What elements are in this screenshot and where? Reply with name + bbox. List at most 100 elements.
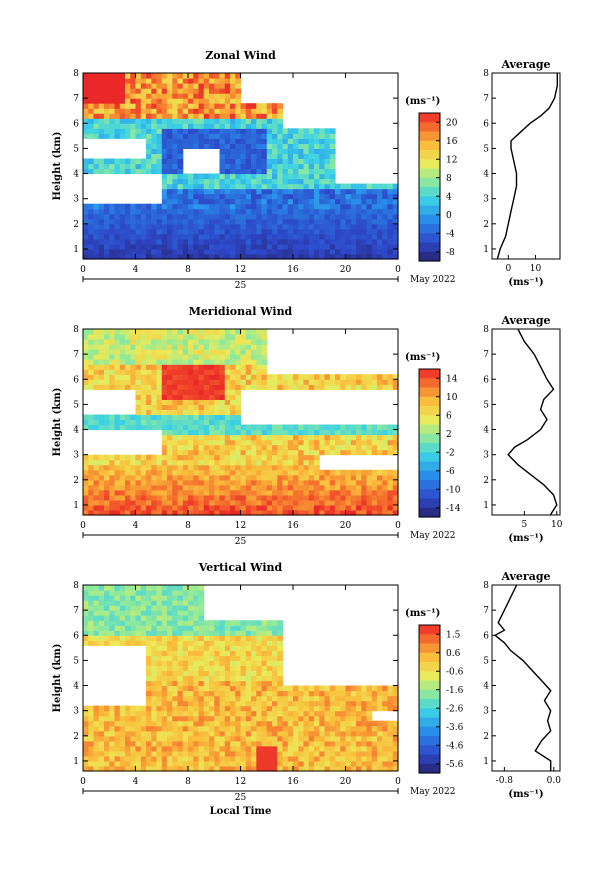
panel-3-heatmap-cell xyxy=(88,705,95,712)
panel-3-heatmap-cell xyxy=(277,630,284,636)
panel-2-heatmap-cell xyxy=(230,494,236,501)
panel-3-heatmap-cell xyxy=(366,760,373,767)
panel-2-heatmap-cell xyxy=(156,394,163,400)
panel-3-heatmap-cell xyxy=(371,755,378,762)
panel-1-heatmap-cell xyxy=(387,228,394,235)
panel-2-heatmap-cell xyxy=(329,479,336,486)
panel-1-heatmap-cell xyxy=(324,138,331,144)
panel-2-heatmap-cell xyxy=(214,364,221,370)
panel-2-heatmap-cell xyxy=(182,444,189,451)
panel-3-heatmap-cell xyxy=(119,635,126,641)
panel-1-heatmap-cell xyxy=(303,158,310,165)
panel-3-heatmap-cell xyxy=(282,730,289,737)
panel-1-heatmap-cell xyxy=(335,208,341,215)
panel-3-heatmap-cell xyxy=(93,605,100,611)
panel-1-heatmap-cell xyxy=(366,228,373,235)
panel-2-heatmap-cell xyxy=(135,504,142,511)
panel-3-heatmap-cell xyxy=(219,735,226,742)
panel-3-heatmap-cell xyxy=(188,670,194,677)
panel-3-heatmap-cell xyxy=(272,670,278,677)
panel-2-heatmap-cell xyxy=(114,469,121,476)
panel-1-heatmap-cell xyxy=(209,228,215,235)
panel-2-heatmap-cell xyxy=(125,369,131,375)
panel-3-heatmap-cell xyxy=(83,595,89,601)
panel-3-heatmap-cell xyxy=(151,640,158,646)
panel-2-heatmap-cell xyxy=(93,424,100,431)
panel-1-heatmap-cell xyxy=(361,248,368,255)
panel-2-heatmap-cell xyxy=(146,334,152,340)
panel-2-heatmap-cell xyxy=(308,424,315,431)
panel-3-heatmap-cell xyxy=(298,690,305,697)
panel-1-heatmap-cell xyxy=(193,183,200,190)
panel-2-heatmap-cell xyxy=(356,444,362,451)
panel-1-heatmap-cell xyxy=(104,128,110,134)
panel-1-heatmap-cell xyxy=(214,178,221,185)
panel-2-heatmap-cell xyxy=(188,339,194,345)
panel-3-heatmap-cell xyxy=(298,740,305,747)
panel-2-heatmap-cell xyxy=(350,379,357,385)
panel-1-heatmap-cell xyxy=(387,218,394,225)
panel-3-heatmap-cell xyxy=(266,750,273,757)
panel-1-heatmap-cell xyxy=(135,238,142,245)
panel-1-heatmap-cell xyxy=(235,113,242,119)
panel-1-heatmap-cell xyxy=(182,103,189,109)
panel-2-heatmap-cell xyxy=(266,479,273,486)
panel-1-colorbar-tick-label: 16 xyxy=(446,137,458,147)
panel-3-heatmap-cell xyxy=(256,730,263,737)
panel-3-heatmap-cell xyxy=(119,585,126,591)
panel-2-heatmap-cell xyxy=(119,339,126,345)
panel-3-heatmap-cell xyxy=(224,620,231,626)
panel-2-heatmap-cell xyxy=(109,339,116,345)
panel-3-heatmap-cell xyxy=(219,745,226,752)
panel-3-heatmap-cell xyxy=(235,725,242,732)
panel-1-heatmap-cell xyxy=(167,208,173,215)
panel-1-heatmap-cell xyxy=(198,138,205,144)
panel-2-heatmap-cell xyxy=(245,379,252,385)
panel-3-heatmap-cell xyxy=(172,705,179,712)
panel-1-heatmap-cell xyxy=(245,208,252,215)
panel-2-heatmap-cell xyxy=(219,444,226,451)
panel-1-heatmap-cell xyxy=(245,223,252,230)
panel-3-heatmap-cell xyxy=(93,755,100,762)
panel-3-heatmap-cell xyxy=(240,760,247,767)
panel-2-heatmap-cell xyxy=(350,489,357,496)
panel-1-heatmap-cell xyxy=(182,178,189,185)
panel-1-heatmap-cell xyxy=(114,73,121,79)
panel-2-heatmap-cell xyxy=(293,424,299,431)
panel-1-heatmap-cell xyxy=(340,254,347,260)
panel-2-heatmap-cell xyxy=(198,334,205,340)
panel-2-heatmap-cell xyxy=(293,434,299,441)
panel-3-heatmap-cell xyxy=(277,660,284,666)
panel-2-heatmap-cell xyxy=(282,479,289,486)
panel-3-heatmap-cell xyxy=(350,755,357,762)
panel-2-colorbar-segment xyxy=(419,443,440,453)
panel-3-heatmap-cell xyxy=(140,625,147,631)
panel-1-heatmap-cell xyxy=(308,188,315,195)
panel-1-heatmap-cell xyxy=(235,103,242,109)
panel-1-heatmap-cell xyxy=(266,233,273,240)
panel-2-heatmap-cell xyxy=(224,414,231,421)
panel-2-heatmap-cell xyxy=(314,379,320,385)
panel-3-heatmap-cell xyxy=(209,635,215,641)
panel-1-heatmap-cell xyxy=(371,198,378,205)
panel-1-heatmap-cell xyxy=(161,198,168,205)
panel-3-heatmap-cell xyxy=(109,750,116,757)
panel-1-heatmap-cell xyxy=(308,178,315,185)
panel-2-heatmap-cell xyxy=(146,469,152,476)
panel-1-heatmap-cell xyxy=(293,193,299,200)
panel-3-heatmap-cell xyxy=(146,660,152,666)
panel-3-heatmap-cell xyxy=(119,755,126,762)
panel-2-heatmap-cell xyxy=(203,349,210,355)
panel-3-heatmap-cell xyxy=(272,700,278,707)
panel-3-heatmap-cell xyxy=(140,720,147,727)
panel-1-heatmap-cell xyxy=(319,223,326,230)
panel-1-heatmap-cell xyxy=(125,243,131,250)
panel-1-heatmap-cell xyxy=(314,128,320,134)
panel-3-heatmap-cell xyxy=(140,766,147,772)
panel-2-heatmap-cell xyxy=(104,510,110,516)
panel-1-heatmap-cell xyxy=(230,254,236,260)
panel-2-heatmap-cell xyxy=(146,364,152,370)
panel-2-heatmap-cell xyxy=(188,504,194,511)
panel-1-heatmap-cell xyxy=(266,158,273,165)
